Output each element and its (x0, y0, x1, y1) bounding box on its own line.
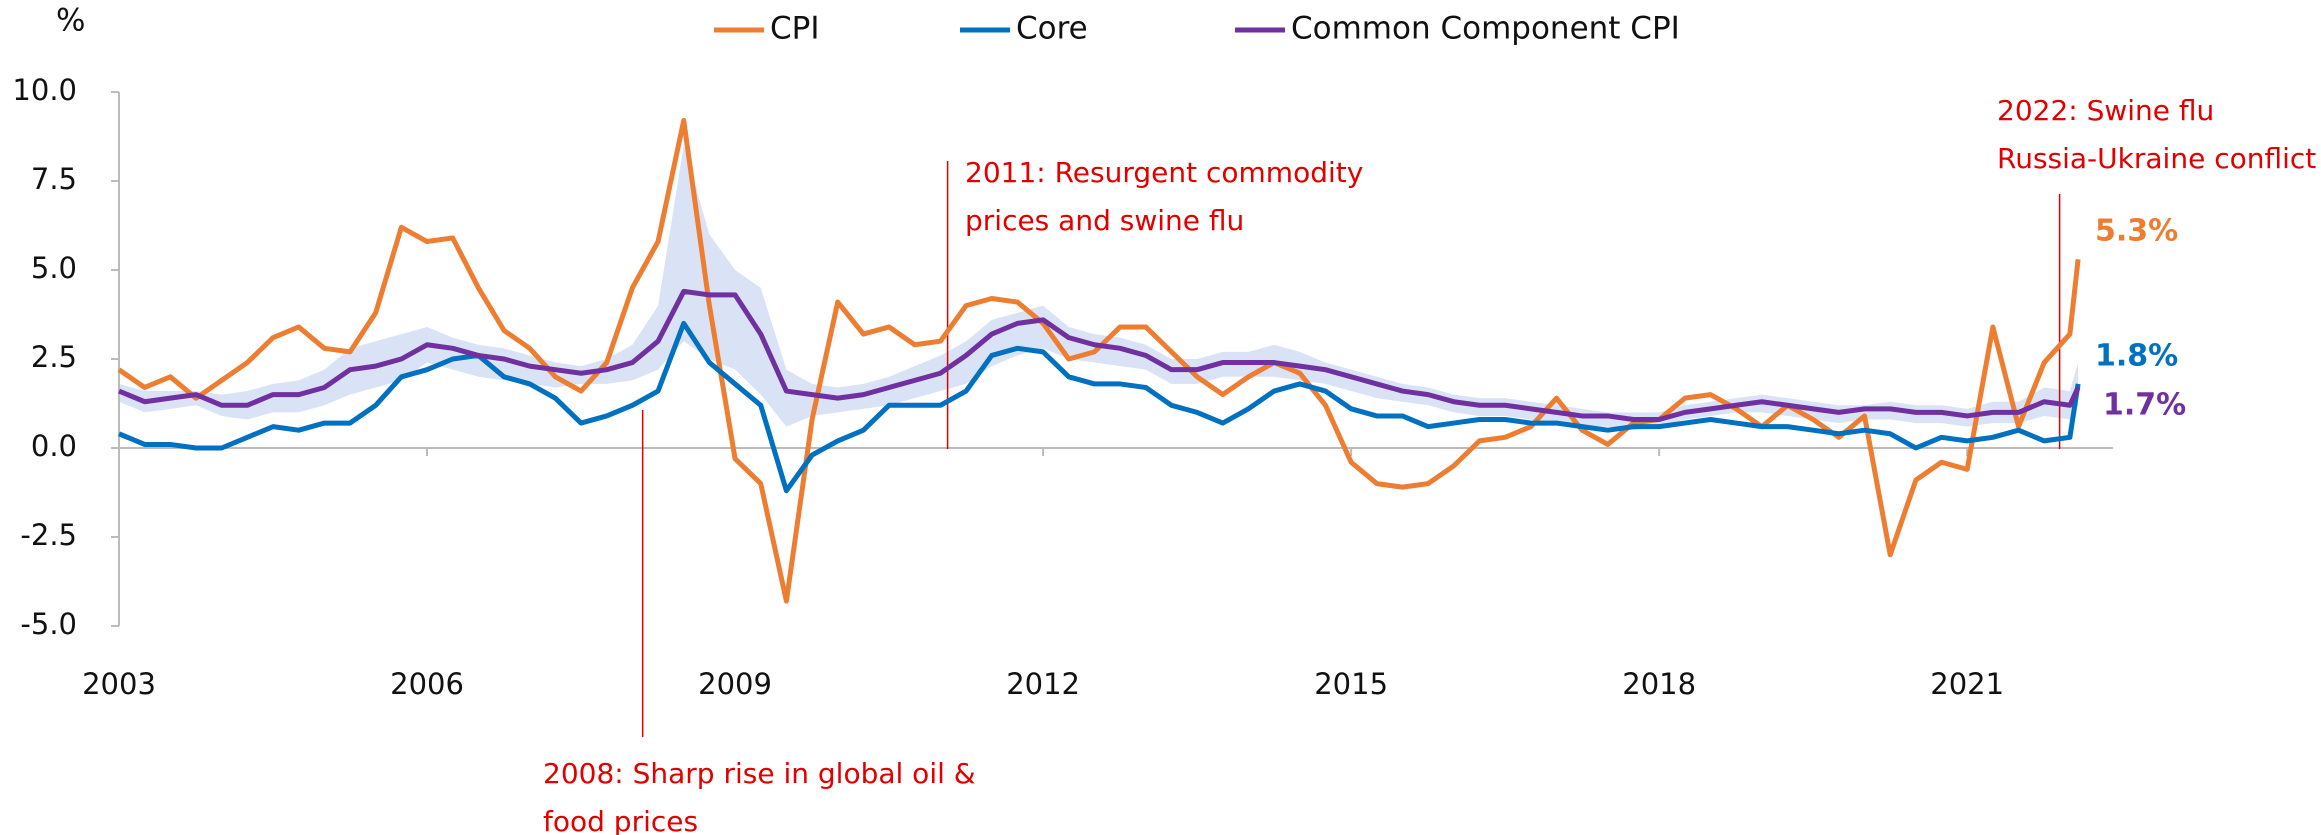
y-tick-label: 5.0 (31, 251, 77, 285)
legend-label: Core (1016, 11, 1088, 47)
end-label: 1.7% (2103, 388, 2186, 423)
x-tick-label: 2018 (1622, 667, 1696, 701)
annotation-text: prices and swine flu (965, 204, 1244, 237)
series-line (118, 288, 2081, 423)
y-tick-label: -2.5 (20, 518, 77, 552)
x-tick-label: 2015 (1314, 667, 1388, 701)
x-tick-label: 2006 (390, 667, 464, 701)
y-tick-label: 10.0 (12, 73, 77, 107)
annotation-text: 2008: Sharp rise in global oil & (543, 757, 976, 790)
annotation-text: food prices (543, 805, 698, 835)
legend-label: CPI (770, 11, 819, 47)
x-tick-label: 2021 (1930, 667, 2004, 701)
y-axis-label: % (56, 3, 85, 39)
annotation-text: 2022: Swine flu (1997, 94, 2214, 127)
y-tick-label: 0.0 (31, 429, 77, 463)
y-tick-label: -5.0 (20, 607, 77, 641)
series-line (118, 320, 2081, 494)
series-line (117, 117, 2081, 604)
end-label: 1.8% (2095, 339, 2178, 374)
legend-label: Common Component CPI (1291, 11, 1680, 47)
x-tick-label: 2003 (82, 667, 156, 701)
x-tick-label: 2012 (1006, 667, 1080, 701)
y-tick-label: 7.5 (31, 162, 77, 196)
annotation-text: 2011: Resurgent commodity (965, 156, 1363, 189)
x-tick-label: 2009 (698, 667, 772, 701)
y-tick-label: 2.5 (31, 340, 77, 374)
annotation-text: Russia-Ukraine conflict (1997, 142, 2316, 175)
end-label: 5.3% (2095, 214, 2178, 249)
